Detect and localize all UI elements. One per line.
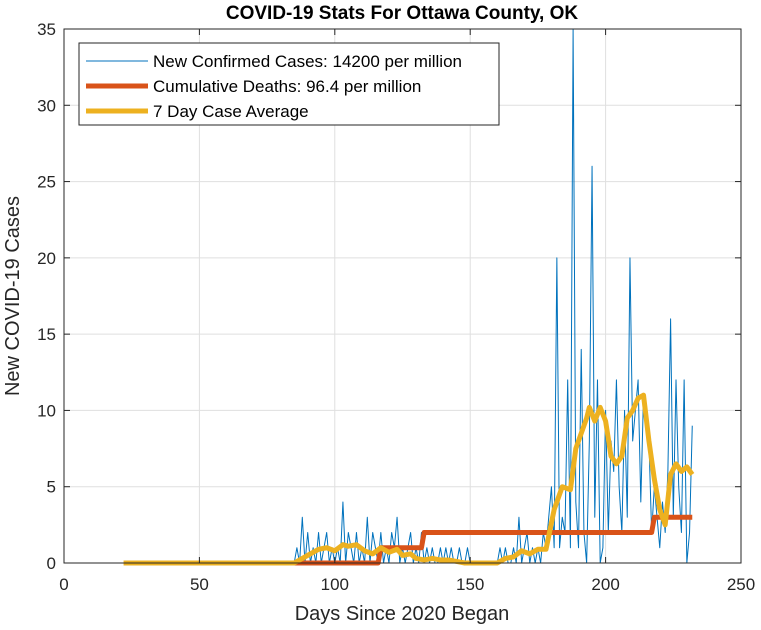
y-tick-label: 25 <box>37 173 56 192</box>
legend-label-new-cases: New Confirmed Cases: 14200 per million <box>153 52 462 71</box>
x-tick-label: 50 <box>190 575 209 594</box>
x-tick-label: 250 <box>727 575 755 594</box>
x-tick-label: 100 <box>321 575 349 594</box>
chart-title: COVID-19 Stats For Ottawa County, OK <box>226 3 579 24</box>
y-tick-label: 0 <box>47 554 56 573</box>
y-tick-label: 5 <box>47 478 56 497</box>
y-tick-label: 20 <box>37 249 56 268</box>
plot-frame <box>63 28 742 564</box>
y-axis-label: New COVID-19 Cases <box>2 196 24 396</box>
x-tick-label: 200 <box>591 575 619 594</box>
x-axis-label: Days Since 2020 Began <box>295 603 510 625</box>
plot-area <box>123 28 695 566</box>
cumulative-deaths-line <box>294 514 693 566</box>
new-cases-line <box>123 28 693 564</box>
legend-label-case-average: 7 Day Case Average <box>153 102 309 121</box>
y-tick-label: 15 <box>37 325 56 344</box>
legend-box <box>78 42 500 126</box>
case-average-line <box>123 392 695 566</box>
legend-label-deaths: Cumulative Deaths: 96.4 per million <box>153 77 421 96</box>
x-tick-label: 0 <box>59 575 68 594</box>
axis-ticks: 0 50 100 150 200 250 0 5 10 15 20 25 30 35 <box>37 20 755 594</box>
x-tick-label: 150 <box>456 575 484 594</box>
y-tick-label: 30 <box>37 96 56 115</box>
y-tick-label: 10 <box>37 401 56 420</box>
legend: New Confirmed Cases: 14200 per million C… <box>78 42 500 126</box>
y-tick-label: 35 <box>37 20 56 39</box>
